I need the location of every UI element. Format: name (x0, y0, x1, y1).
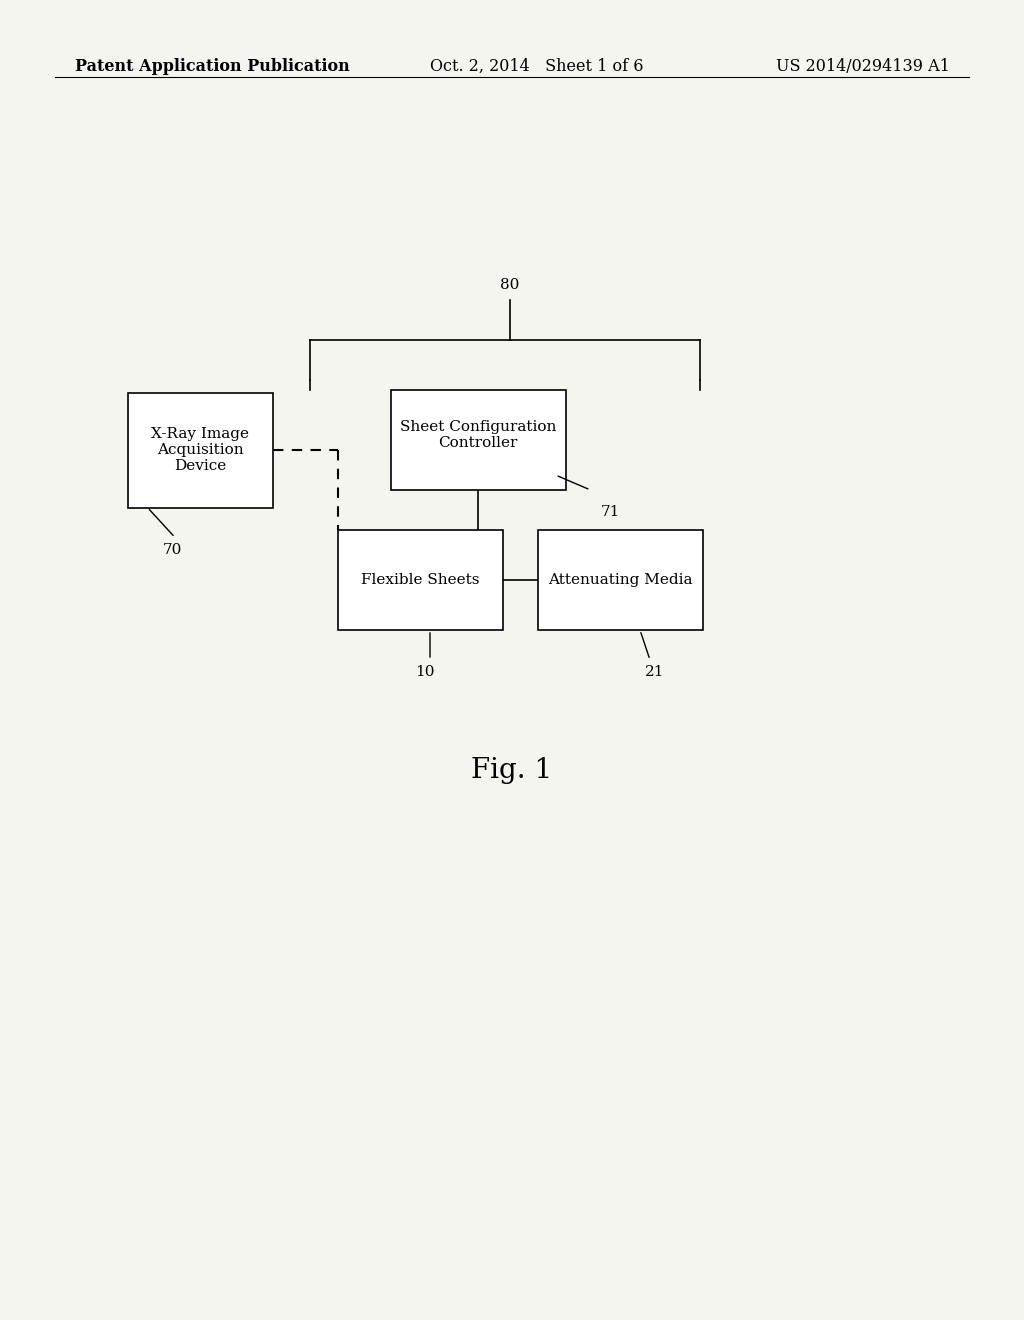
Bar (390, 389, 565, 490)
Bar (338, 531, 503, 630)
Bar (538, 531, 702, 630)
Text: 70: 70 (163, 543, 181, 557)
Text: Oct. 2, 2014   Sheet 1 of 6: Oct. 2, 2014 Sheet 1 of 6 (430, 58, 643, 75)
Text: 21: 21 (645, 665, 665, 678)
Text: Attenuating Media: Attenuating Media (548, 573, 692, 587)
Text: Sheet Configuration
Controller: Sheet Configuration Controller (399, 420, 556, 450)
Text: 10: 10 (416, 665, 435, 678)
Text: 80: 80 (501, 279, 520, 292)
Text: US 2014/0294139 A1: US 2014/0294139 A1 (776, 58, 950, 75)
Text: Patent Application Publication: Patent Application Publication (75, 58, 350, 75)
Text: Flexible Sheets: Flexible Sheets (360, 573, 479, 587)
Text: X-Ray Image
Acquisition
Device: X-Ray Image Acquisition Device (151, 426, 249, 473)
Text: 71: 71 (600, 506, 620, 519)
Bar (128, 392, 272, 507)
Text: Fig. 1: Fig. 1 (471, 756, 553, 784)
